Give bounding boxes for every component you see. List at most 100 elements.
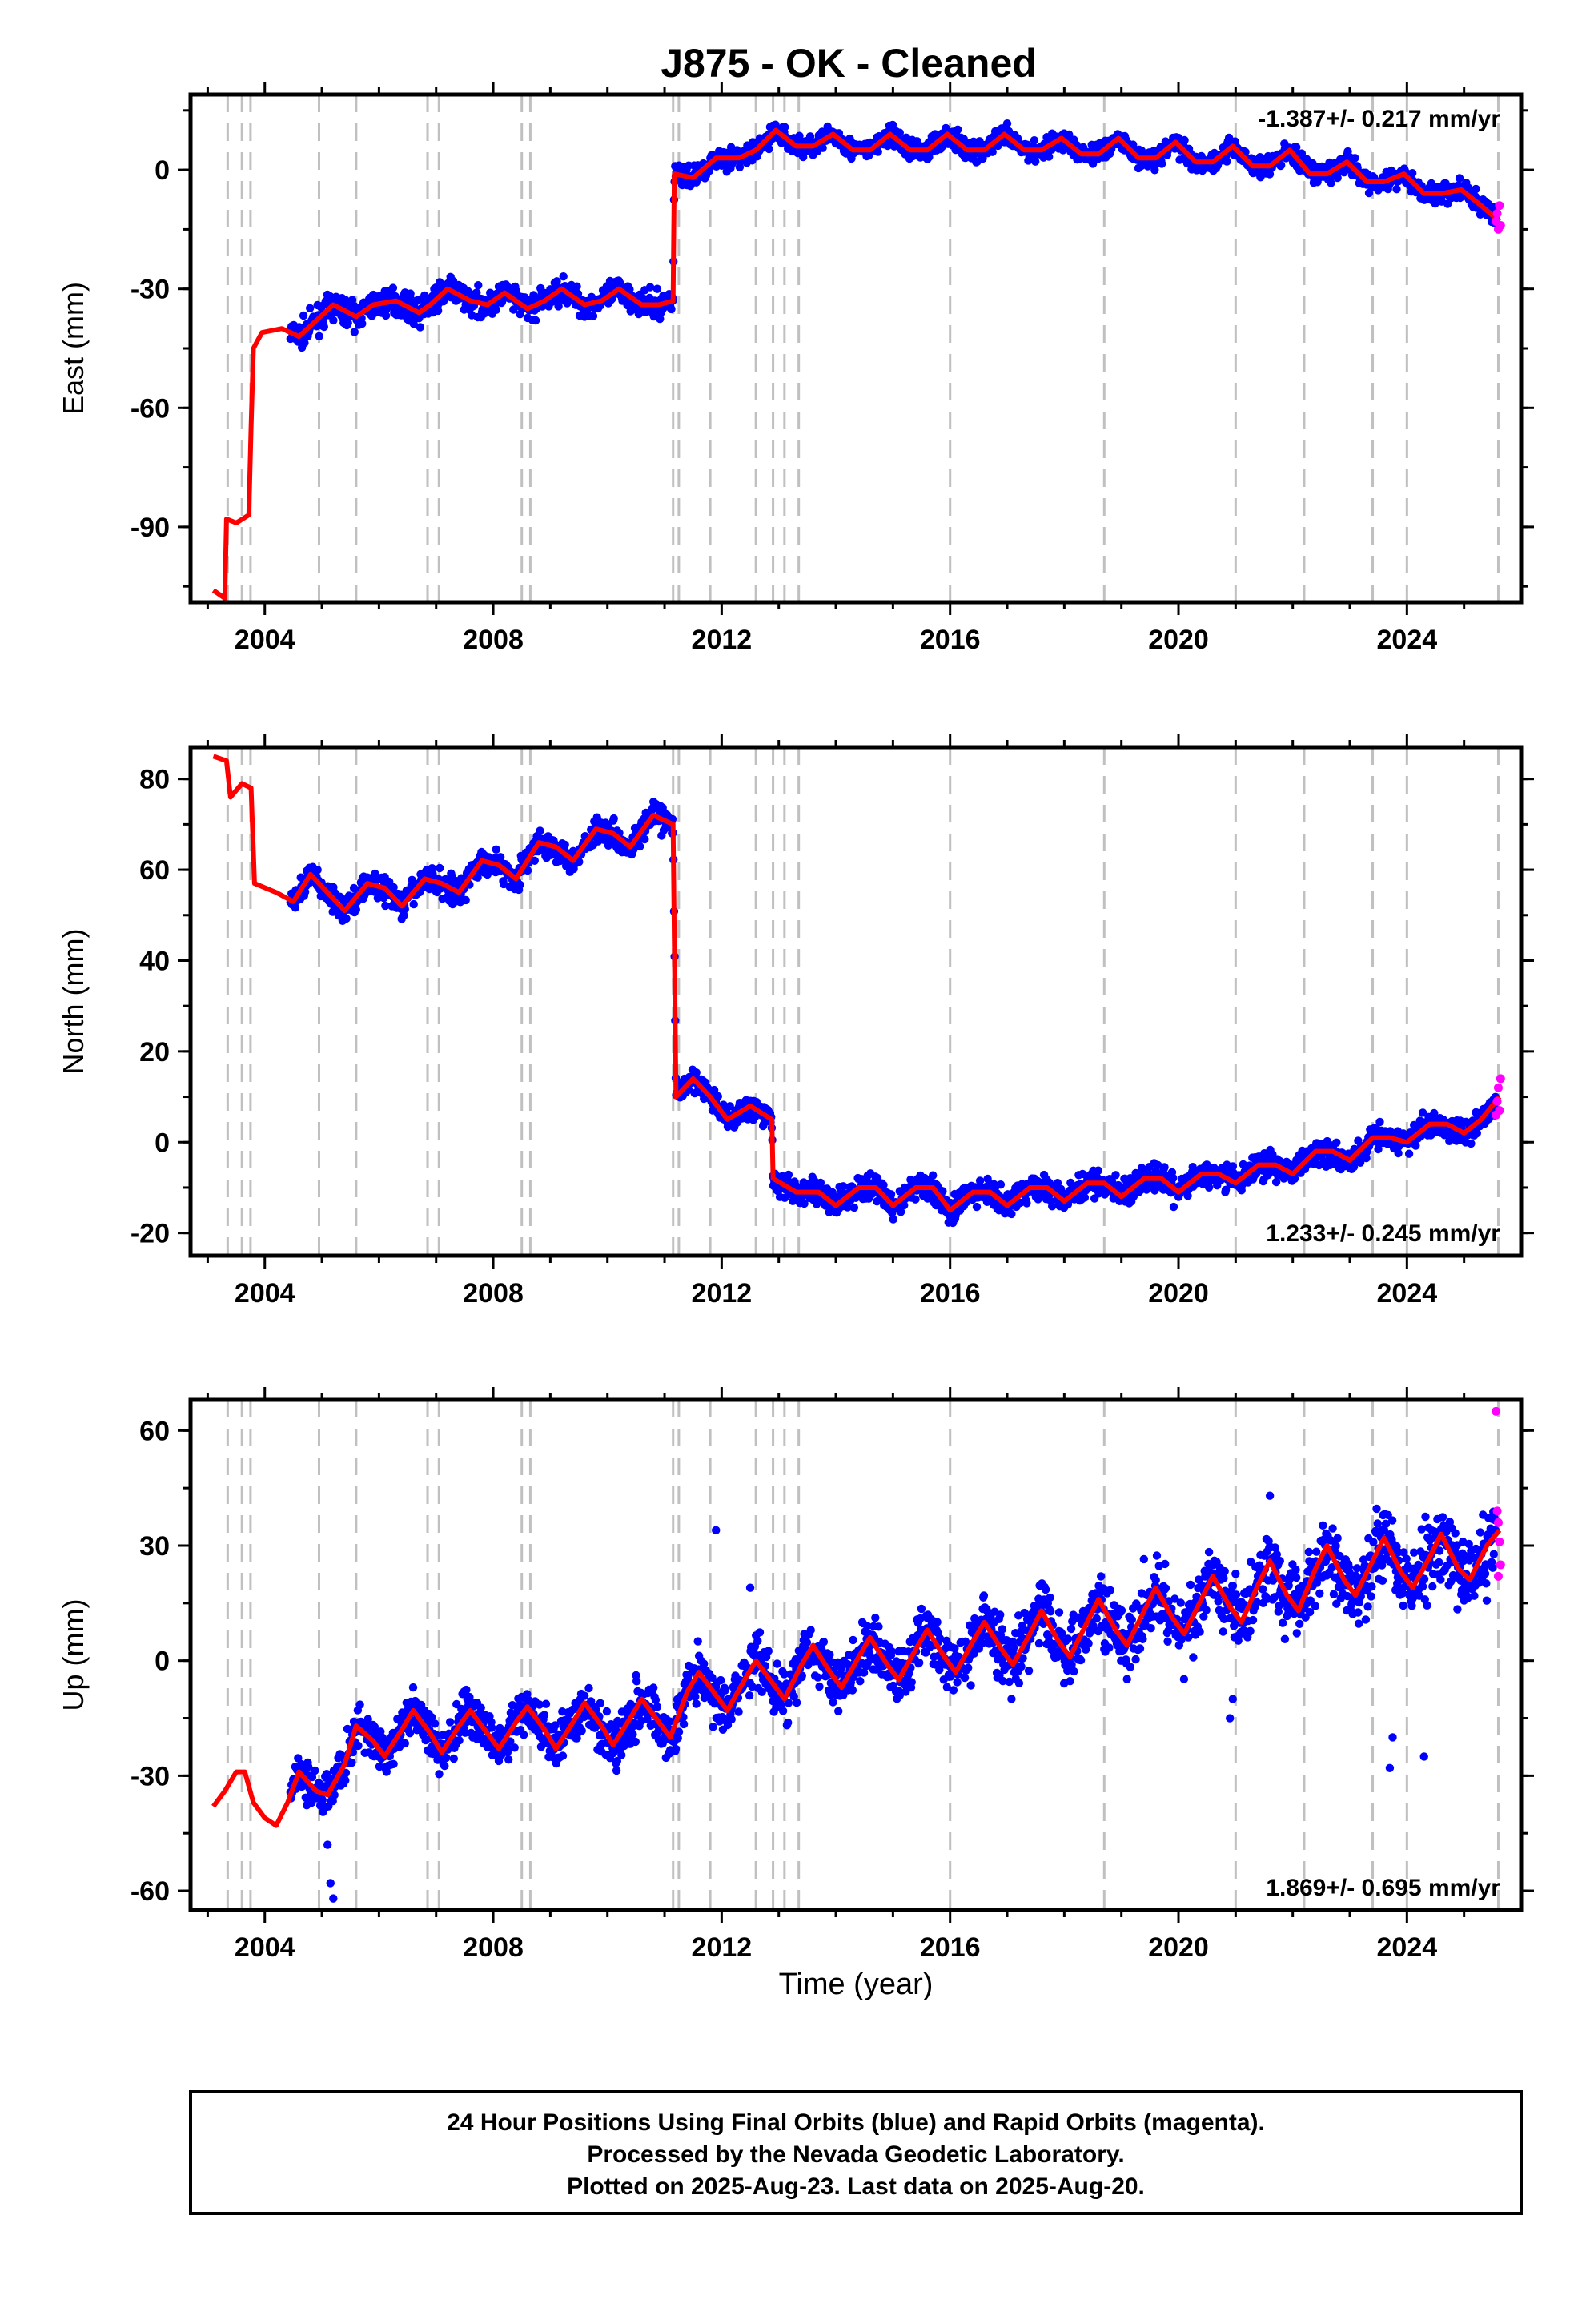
- final-orbit-point: [496, 853, 505, 862]
- y-tick-label: -30: [130, 275, 170, 305]
- x-tick-label: 2020: [1148, 1278, 1209, 1309]
- final-orbit-point: [318, 1795, 327, 1804]
- final-orbit-point: [347, 1758, 356, 1767]
- final-orbit-point: [492, 305, 500, 314]
- final-orbit-point: [954, 125, 962, 134]
- final-orbit-point: [474, 281, 483, 290]
- final-orbit-point: [828, 1188, 837, 1197]
- final-orbit-point: [300, 338, 309, 348]
- final-orbit-point: [636, 842, 644, 851]
- final-orbit-point: [315, 332, 323, 340]
- final-orbit-point: [839, 1182, 848, 1191]
- final-orbit-point: [1183, 1192, 1192, 1200]
- final-orbit-point: [435, 1770, 444, 1779]
- final-orbit-point: [1349, 1163, 1359, 1172]
- final-orbit-point: [609, 814, 618, 823]
- final-orbit-point: [1169, 1202, 1178, 1212]
- x-tick-label: 2020: [1148, 625, 1209, 655]
- final-orbit-point: [1375, 1117, 1384, 1127]
- final-orbit-point: [640, 834, 649, 844]
- final-orbit-point: [350, 328, 359, 336]
- final-orbit-point: [667, 304, 676, 314]
- rapid-orbit-point: [1495, 201, 1504, 211]
- final-orbit-point: [416, 323, 424, 332]
- final-orbit-point: [1180, 135, 1189, 145]
- final-orbit-point: [1302, 155, 1311, 163]
- final-orbit-point: [559, 272, 568, 281]
- final-orbit-point: [354, 1741, 363, 1751]
- rate-annotation: -1.387+/- 0.217 mm/yr: [1258, 106, 1500, 132]
- final-orbit-point: [1351, 154, 1359, 163]
- final-orbit-point: [492, 845, 500, 854]
- x-tick-label: 2012: [692, 1278, 753, 1309]
- final-orbit-point: [1223, 157, 1231, 166]
- y-tick-label: -60: [130, 393, 170, 424]
- final-orbit-point: [1271, 1177, 1281, 1187]
- final-orbit-point: [530, 856, 539, 866]
- final-orbit-point: [388, 283, 398, 292]
- final-orbit-point: [975, 1176, 985, 1185]
- final-orbit-point: [1408, 169, 1417, 178]
- final-orbit-point: [1045, 152, 1054, 161]
- final-orbit-point: [888, 120, 897, 130]
- final-orbit-point: [1221, 1185, 1231, 1195]
- final-orbit-point: [473, 873, 482, 882]
- final-orbit-point: [1411, 1141, 1420, 1150]
- y-tick-label: -90: [130, 513, 170, 543]
- final-orbit-point: [1455, 174, 1464, 183]
- final-orbit-point: [735, 163, 745, 171]
- final-orbit-point: [370, 1723, 379, 1731]
- y-tick-label: 40: [139, 946, 170, 976]
- final-orbit-point: [409, 899, 418, 909]
- final-orbit-point: [843, 1203, 853, 1212]
- final-orbit-point: [1007, 1209, 1016, 1219]
- final-orbit-point: [1404, 1149, 1414, 1158]
- final-orbit-point: [1297, 149, 1307, 158]
- final-orbit-point: [319, 322, 328, 332]
- final-orbit-point: [341, 1776, 350, 1785]
- rapid-orbit-points: [1492, 201, 1505, 234]
- plot-area: [211, 1400, 1505, 1910]
- y-tick-label: 60: [139, 855, 170, 886]
- final-orbit-point: [1094, 1166, 1103, 1175]
- x-tick-label: 2008: [463, 625, 524, 655]
- final-orbit-point: [536, 826, 544, 835]
- final-orbit-point: [889, 1215, 897, 1224]
- final-orbit-point: [1030, 136, 1039, 145]
- final-orbit-point: [1418, 1108, 1427, 1117]
- final-orbit-point: [299, 311, 308, 320]
- final-orbit-point: [381, 901, 390, 911]
- x-tick-label: 2024: [1377, 1278, 1438, 1309]
- rapid-orbit-point: [1492, 1096, 1502, 1106]
- final-orbit-point: [897, 1208, 905, 1216]
- final-orbit-point: [849, 1203, 859, 1212]
- final-orbit-point: [1467, 1139, 1476, 1148]
- final-orbit-point: [1362, 1153, 1371, 1163]
- plot-area: [212, 747, 1505, 1256]
- final-orbit-points: [286, 798, 1500, 1228]
- final-orbit-point: [433, 306, 443, 316]
- final-orbit-point: [343, 319, 352, 328]
- final-orbit-point: [389, 1759, 398, 1768]
- final-orbit-point: [886, 1190, 896, 1199]
- final-orbit-point: [1445, 1136, 1454, 1146]
- final-orbit-point: [351, 905, 360, 915]
- final-orbit-point: [713, 1092, 722, 1101]
- y-tick-label: 80: [139, 765, 170, 795]
- plot-frame: [188, 745, 1524, 1258]
- final-orbit-point: [900, 1200, 909, 1210]
- final-orbit-point: [572, 282, 581, 291]
- final-orbit-point: [1111, 1171, 1120, 1180]
- final-orbit-point: [800, 1199, 809, 1208]
- final-orbit-point: [1327, 179, 1335, 187]
- rapid-orbit-point: [1496, 1074, 1505, 1084]
- final-orbit-point: [705, 167, 714, 175]
- final-orbit-point: [363, 1715, 372, 1723]
- final-orbit-point: [1022, 1199, 1031, 1208]
- final-orbit-point: [988, 147, 997, 156]
- final-orbit-point: [652, 284, 662, 293]
- final-orbit-point: [313, 866, 322, 875]
- x-tick-label: 2024: [1377, 625, 1438, 655]
- final-orbit-point: [692, 1068, 701, 1077]
